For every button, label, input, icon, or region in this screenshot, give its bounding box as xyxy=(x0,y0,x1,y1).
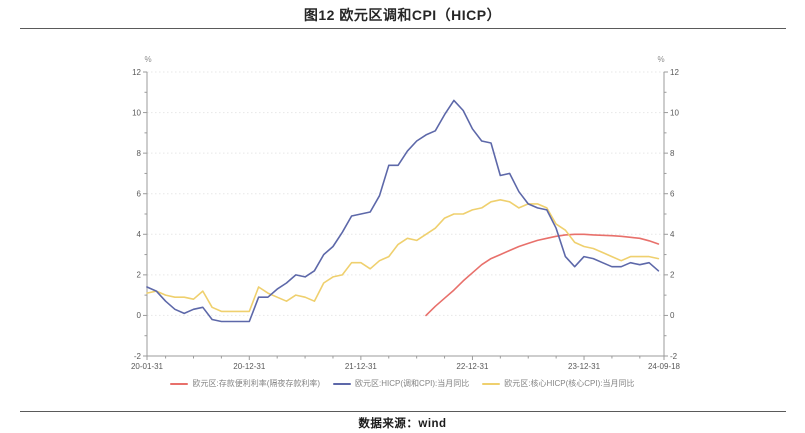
svg-text:20-01-31: 20-01-31 xyxy=(131,362,164,371)
svg-text:6: 6 xyxy=(137,190,142,199)
svg-text:-2: -2 xyxy=(670,352,678,361)
legend-label-deposit-facility-rate: 欧元区:存款便利利率(隔夜存款利率) xyxy=(192,379,321,388)
svg-text:20-12-31: 20-12-31 xyxy=(233,362,266,371)
data-source: 数据来源：wind xyxy=(358,418,447,430)
bottom-divider xyxy=(20,411,786,412)
svg-text:12: 12 xyxy=(670,68,679,77)
svg-text:0: 0 xyxy=(137,311,142,320)
svg-text:23-12-31: 23-12-31 xyxy=(568,362,601,371)
svg-text:4: 4 xyxy=(137,230,142,239)
svg-text:22-12-31: 22-12-31 xyxy=(456,362,489,371)
svg-text:-2: -2 xyxy=(134,352,142,361)
legend-label-hicp-yoy: 欧元区:HICP(调和CPI):当月同比 xyxy=(355,379,470,388)
chart-legend: 欧元区:存款便利利率(隔夜存款利率) 欧元区:HICP(调和CPI):当月同比 … xyxy=(120,378,685,389)
svg-text:2: 2 xyxy=(137,271,142,280)
blue-line-marker-icon xyxy=(333,382,352,385)
yellow-line-marker-icon xyxy=(482,382,501,385)
svg-text:2: 2 xyxy=(670,271,675,280)
legend-label-core-hicp-yoy: 欧元区:核心HICP(核心CPI):当月同比 xyxy=(504,379,635,388)
svg-text:6: 6 xyxy=(670,190,675,199)
legend-item-deposit-facility-rate: 欧元区:存款便利利率(隔夜存款利率) xyxy=(170,378,320,389)
svg-text:8: 8 xyxy=(137,149,142,158)
svg-text:4: 4 xyxy=(670,230,675,239)
legend-item-core-hicp-yoy: 欧元区:核心HICP(核心CPI):当月同比 xyxy=(482,378,635,389)
svg-text:21-12-31: 21-12-31 xyxy=(345,362,378,371)
svg-text:10: 10 xyxy=(670,108,679,117)
svg-text:%: % xyxy=(657,55,664,64)
top-divider xyxy=(20,28,786,29)
legend-item-hicp-yoy: 欧元区:HICP(调和CPI):当月同比 xyxy=(333,378,469,389)
svg-text:10: 10 xyxy=(132,108,141,117)
svg-text:%: % xyxy=(144,55,151,64)
svg-text:8: 8 xyxy=(670,149,675,158)
svg-text:24-09-18: 24-09-18 xyxy=(648,362,681,371)
svg-text:12: 12 xyxy=(132,68,141,77)
figure-title: 图12 欧元区调和CPI（HICP） xyxy=(303,7,502,23)
svg-text:0: 0 xyxy=(670,311,675,320)
red-line-marker-icon xyxy=(170,382,189,385)
